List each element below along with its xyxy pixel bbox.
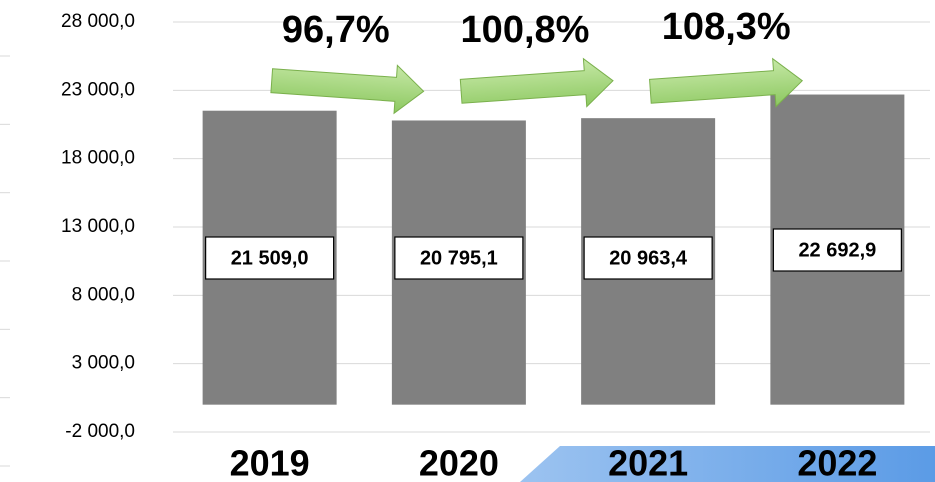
value-label-box (394, 236, 524, 280)
highlight-band (520, 446, 935, 482)
value-label-box (205, 236, 335, 280)
growth-arrow (459, 57, 614, 108)
growth-label: 96,7% (282, 9, 390, 51)
arrow-shape (649, 57, 804, 108)
y-tick-label: 13 000,0 (61, 216, 135, 237)
arrow-shape (270, 64, 425, 115)
arrow-shape (459, 57, 614, 108)
y-tick-label: 28 000,0 (61, 11, 135, 32)
value-label: 20 963,4 (609, 247, 688, 269)
y-tick-label: 3 000,0 (72, 353, 135, 374)
x-tick-label: 2022 (797, 443, 877, 482)
value-label: 21 509,0 (231, 247, 309, 269)
growth-arrow (270, 64, 425, 115)
value-label-box (772, 228, 902, 272)
x-tick-label: 2021 (608, 443, 688, 482)
value-label: 22 692,9 (798, 239, 876, 261)
growth-label: 108,3% (662, 6, 791, 48)
value-label-box (583, 236, 713, 280)
y-tick-label: 18 000,0 (61, 148, 135, 169)
y-tick-label: -2 000,0 (65, 421, 135, 442)
growth-label: 100,8% (461, 9, 590, 51)
x-tick-label: 2020 (419, 443, 499, 482)
x-tick-label: 2019 (230, 443, 310, 482)
y-tick-label: 23 000,0 (61, 79, 135, 100)
y-tick-label: 8 000,0 (72, 284, 135, 305)
value-label: 20 795,1 (420, 247, 498, 269)
growth-arrow (649, 57, 804, 108)
